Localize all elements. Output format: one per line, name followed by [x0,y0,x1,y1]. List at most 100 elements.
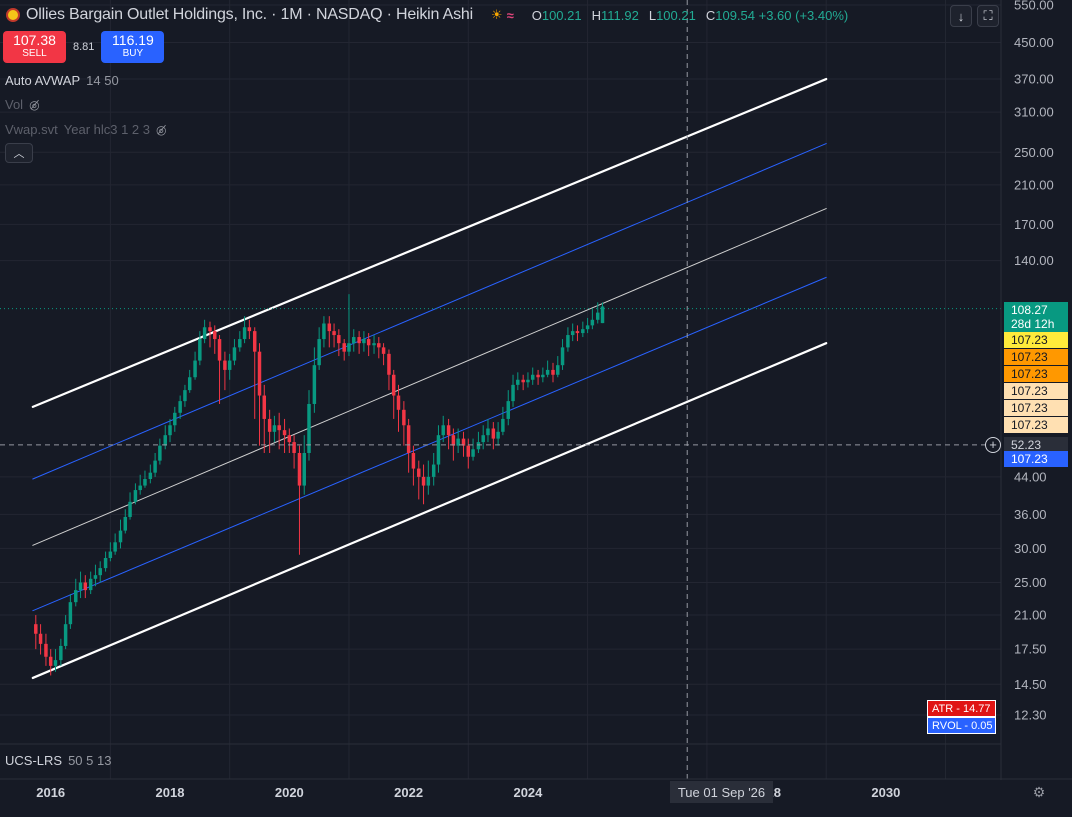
candle-body [396,395,401,410]
candle-body [83,582,88,591]
candle-body [44,643,48,657]
candle-body [575,331,580,334]
candle-body [123,516,128,531]
symbol-logo [6,8,20,22]
candle-body [252,331,257,352]
price-tag: 107.23 [1004,349,1068,365]
candle-body [530,374,535,380]
candle-body [381,347,386,354]
candle-body [292,442,296,453]
candle-body [585,325,590,330]
time-axis[interactable]: 2016201820202022202420282030 [36,785,900,800]
ohlc-open: O100.21 [531,7,582,23]
time-tick-label: 2030 [871,785,900,800]
candle-body [366,339,371,346]
price-tag: 107.23 [1004,383,1068,399]
candle-body [600,306,605,324]
settings-gear-icon[interactable]: ⚙ [1032,783,1046,800]
price-tick-label: 12.30 [1014,708,1047,723]
chart-header: Ollies Bargain Outlet Holdings, Inc. · 1… [0,0,848,30]
lower-pane-name: UCS-LRS [5,753,63,768]
candle-body [143,479,147,486]
hidden-eye-icon[interactable]: ◎̸ [156,122,167,137]
price-tick-label: 30.00 [1014,541,1047,556]
candle-body [486,428,490,436]
collapse-indicators-button[interactable]: ︿ [5,143,33,163]
candle-body [48,656,53,666]
candle-body [277,425,281,431]
candle-body [406,425,411,453]
candle-body [411,452,416,469]
candle-body [88,578,93,591]
candle-body [456,438,460,446]
download-icon[interactable]: ↓ [950,5,972,27]
buy-button[interactable]: 116.19 BUY [101,31,165,63]
candle-body [481,435,485,443]
candle-body [223,360,227,370]
indicator-vwap-svt[interactable]: Vwap.svt Year hlc3 1 2 3 ◎̸ [5,122,167,137]
buy-label: BUY [122,48,144,59]
candle-body [133,490,138,502]
candle-body [307,403,311,453]
candle-body [242,327,247,340]
candle-body [417,468,421,477]
candle-body [158,445,162,461]
candle-body [257,351,262,396]
candle-body [511,384,515,402]
candle-body [506,401,510,419]
candle-body [53,660,58,666]
candle-body [441,425,445,436]
candle-body [138,485,142,491]
candle-body [128,501,132,517]
regression-channels [31,77,828,680]
candle-body [227,360,232,370]
candle-body [148,472,153,480]
rvol-label: RVOL - 0.05 [927,717,996,734]
time-tick-label: 2016 [36,785,65,800]
indicator-params: Year hlc3 1 2 3 [63,122,151,137]
sell-label: SELL [22,48,47,59]
candle-body [431,464,436,477]
candle-body [103,558,108,569]
candle-body [74,590,78,603]
symbol-title[interactable]: Ollies Bargain Outlet Holdings, Inc. · 1… [26,6,473,23]
sell-button[interactable]: 107.38 SELL [3,31,66,63]
candle-body [541,374,545,378]
sun-icon[interactable]: ☀ [490,7,503,22]
crosshair [0,0,1001,779]
price-tag: 107.23 [1004,332,1068,348]
candle-body [153,460,157,473]
candle-body [297,452,302,486]
candle-body [501,418,505,432]
candle-body [521,379,525,383]
indicator-auto-avwap[interactable]: Auto AVWAP 14 50 [5,73,119,88]
last-price-value: 108.27 [1011,303,1048,317]
ohlc-readout: O100.21 H111.92 L100.21 C109.54 +3.60 (+… [532,8,849,23]
header-buttons: ↓ ⛶ [950,5,999,27]
indicator-vol[interactable]: Vol ◎̸ [5,97,40,112]
candle-body [193,360,197,378]
candle-body [595,312,600,320]
indicator-name: Auto AVWAP [5,73,81,88]
header-icons: ☀ ≈ [491,7,514,23]
candle-body [516,379,520,385]
hidden-eye-icon[interactable]: ◎̸ [29,97,40,112]
sell-price: 107.38 [13,32,56,48]
price-axis[interactable]: 550.00 450.00 370.00 310.00 250.00 210.00 170.… [1014,0,1054,723]
price-tag: 107.23 [1004,366,1068,382]
price-tick-label: 310.00 [1014,105,1054,120]
atr-label: ATR - 14.77 [927,700,996,717]
candle-body [173,412,177,426]
candle-body [317,339,321,366]
candle-body [187,377,192,391]
wave-icon[interactable]: ≈ [506,7,514,23]
price-tick-label: 210.00 [1014,177,1054,192]
lower-pane-legend[interactable]: UCS-LRS 50 5 13 [5,753,111,768]
candle-body [113,542,117,552]
candle-body [556,365,560,375]
candle-body [213,331,217,340]
fullscreen-icon[interactable]: ⛶ [977,5,999,27]
candle-body [68,602,73,625]
add-plus-icon[interactable]: + [985,437,1001,453]
